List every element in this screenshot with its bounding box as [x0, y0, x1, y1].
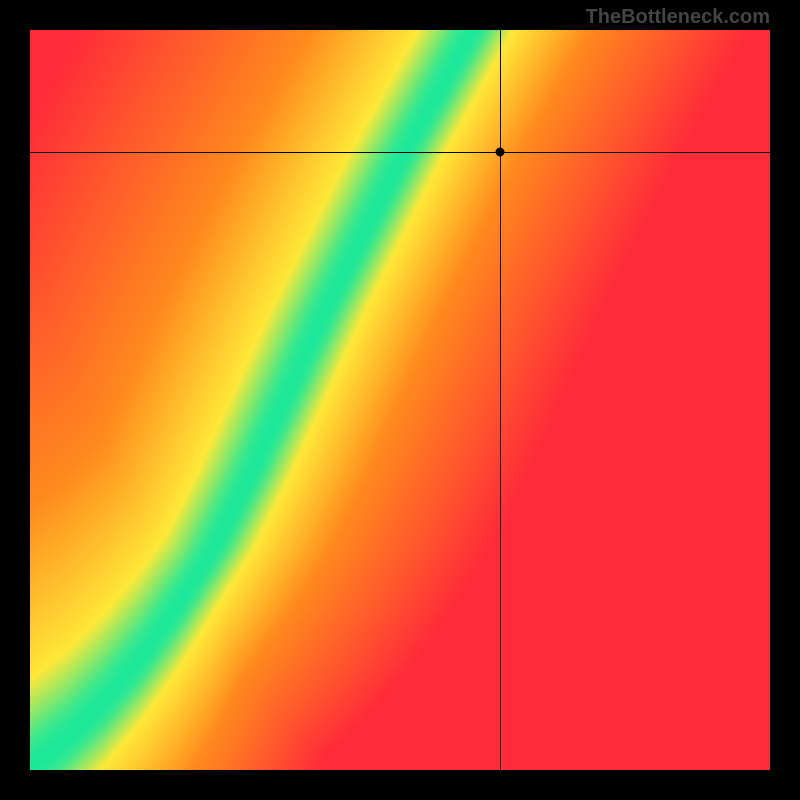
marker-point — [495, 148, 504, 157]
watermark-text: TheBottleneck.com — [586, 6, 770, 29]
plot-area — [30, 30, 770, 770]
heatmap-canvas — [30, 30, 770, 770]
crosshair-horizontal — [30, 152, 770, 153]
root: TheBottleneck.com — [0, 0, 800, 800]
crosshair-vertical — [500, 30, 501, 770]
